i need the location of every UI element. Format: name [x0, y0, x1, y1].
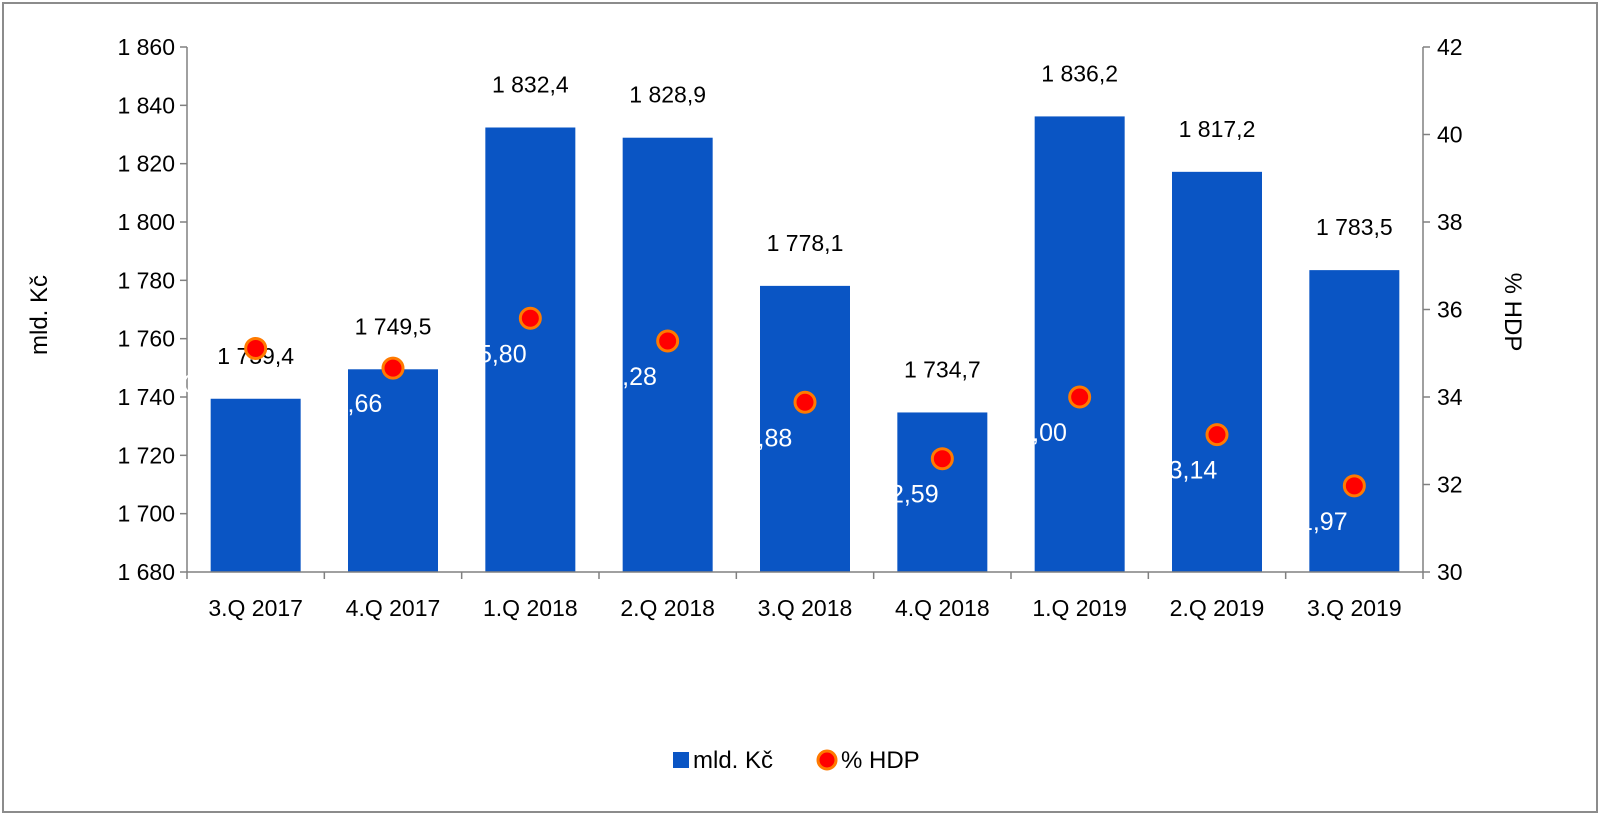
y-tick-label: 1 840: [117, 92, 175, 118]
y-tick-label: 1 700: [117, 501, 175, 527]
y2-tick-label: 36: [1437, 297, 1463, 323]
legend-marker-pct-hdp: [816, 749, 838, 771]
bar: [1034, 116, 1125, 573]
bar: [760, 285, 850, 572]
x-tick-label: 1.Q 2018: [483, 595, 578, 621]
pct-hdp-point: [930, 447, 954, 471]
pct-hdp-label: 35,80: [464, 340, 527, 368]
pct-hdp-point: [793, 390, 817, 414]
pct-hdp-label: 35,11: [183, 370, 244, 398]
legend-label-mld-kc: mld. Kč: [693, 747, 773, 774]
bar: [622, 137, 713, 573]
bar-value-label: 1 749,5: [355, 313, 432, 339]
y-tick-label: 1 860: [117, 34, 175, 60]
x-tick-label: 3.Q 2017: [208, 595, 303, 621]
bar: [485, 127, 576, 572]
pct-hdp-point: [656, 329, 680, 353]
y2-tick-label: 34: [1437, 384, 1463, 410]
pct-hdp-point: [381, 356, 405, 380]
bar-value-label: 1 778,1: [767, 230, 844, 256]
bar-value-label: 1 836,2: [1041, 60, 1118, 86]
legend: mld. Kč % HDP: [673, 747, 920, 774]
bar-value-label: 1 734,7: [904, 356, 981, 382]
x-tick-label: 1.Q 2019: [1032, 595, 1127, 621]
bar: [210, 398, 301, 572]
pct-hdp-point: [1205, 423, 1229, 447]
x-tick-label: 2.Q 2018: [620, 595, 715, 621]
bar: [348, 369, 438, 572]
legend-label-pct-hdp: % HDP: [841, 747, 920, 774]
y2-tick-label: 40: [1437, 122, 1463, 148]
y2-tick-label: 32: [1437, 472, 1463, 498]
pct-hdp-label: 33,14: [1155, 457, 1218, 485]
y-tick-label: 1 780: [117, 267, 175, 293]
y2-axis-title: % HDP: [1499, 273, 1526, 352]
y2-tick-label: 30: [1437, 559, 1463, 585]
legend-swatch-mld-kc: [673, 752, 689, 768]
pct-hdp-label: 31,97: [1285, 508, 1348, 536]
plot-area: 1 680 1 700 1 720 1 740 1 760 1 780 1 800 1 820…: [26, 34, 1526, 621]
bar-value-label: 1 828,9: [629, 82, 706, 108]
y-tick-label: 1 680: [117, 559, 175, 585]
bar: [1172, 171, 1262, 573]
y-tick-label: 1 740: [117, 384, 175, 410]
x-tick-label: 4.Q 2017: [346, 595, 441, 621]
y-tick-label: 1 820: [117, 151, 175, 177]
pct-hdp-label: 34,66: [320, 390, 383, 418]
x-tick-label: 3.Q 2019: [1307, 595, 1402, 621]
pct-hdp-point: [1068, 385, 1092, 409]
pct-hdp-point: [1342, 474, 1366, 498]
bar-value-label: 1 817,2: [1179, 116, 1256, 142]
pct-hdp-label: 34,00: [1004, 419, 1067, 447]
pct-hdp-label: 35,28: [594, 363, 657, 391]
y-tick-label: 1 800: [117, 209, 175, 235]
y-axis-title: mld. Kč: [26, 275, 53, 355]
y2-tick-label: 42: [1437, 34, 1463, 60]
x-tick-label: 4.Q 2018: [895, 595, 990, 621]
y2-tick-label: 38: [1437, 209, 1463, 235]
pct-hdp-label: 32,59: [876, 481, 939, 509]
bar: [897, 412, 988, 572]
bar-value-label: 1 783,5: [1316, 214, 1393, 240]
bar: [1309, 270, 1400, 572]
pct-hdp-point: [244, 336, 268, 360]
pct-hdp-point: [518, 306, 542, 330]
y-tick-label: 1 760: [117, 326, 175, 352]
bar-value-label: 1 832,4: [492, 72, 569, 98]
y-tick-label: 1 720: [117, 442, 175, 468]
x-tick-label: 2.Q 2019: [1170, 595, 1265, 621]
x-tick-label: 3.Q 2018: [758, 595, 853, 621]
pct-hdp-label: 33,88: [730, 424, 793, 452]
